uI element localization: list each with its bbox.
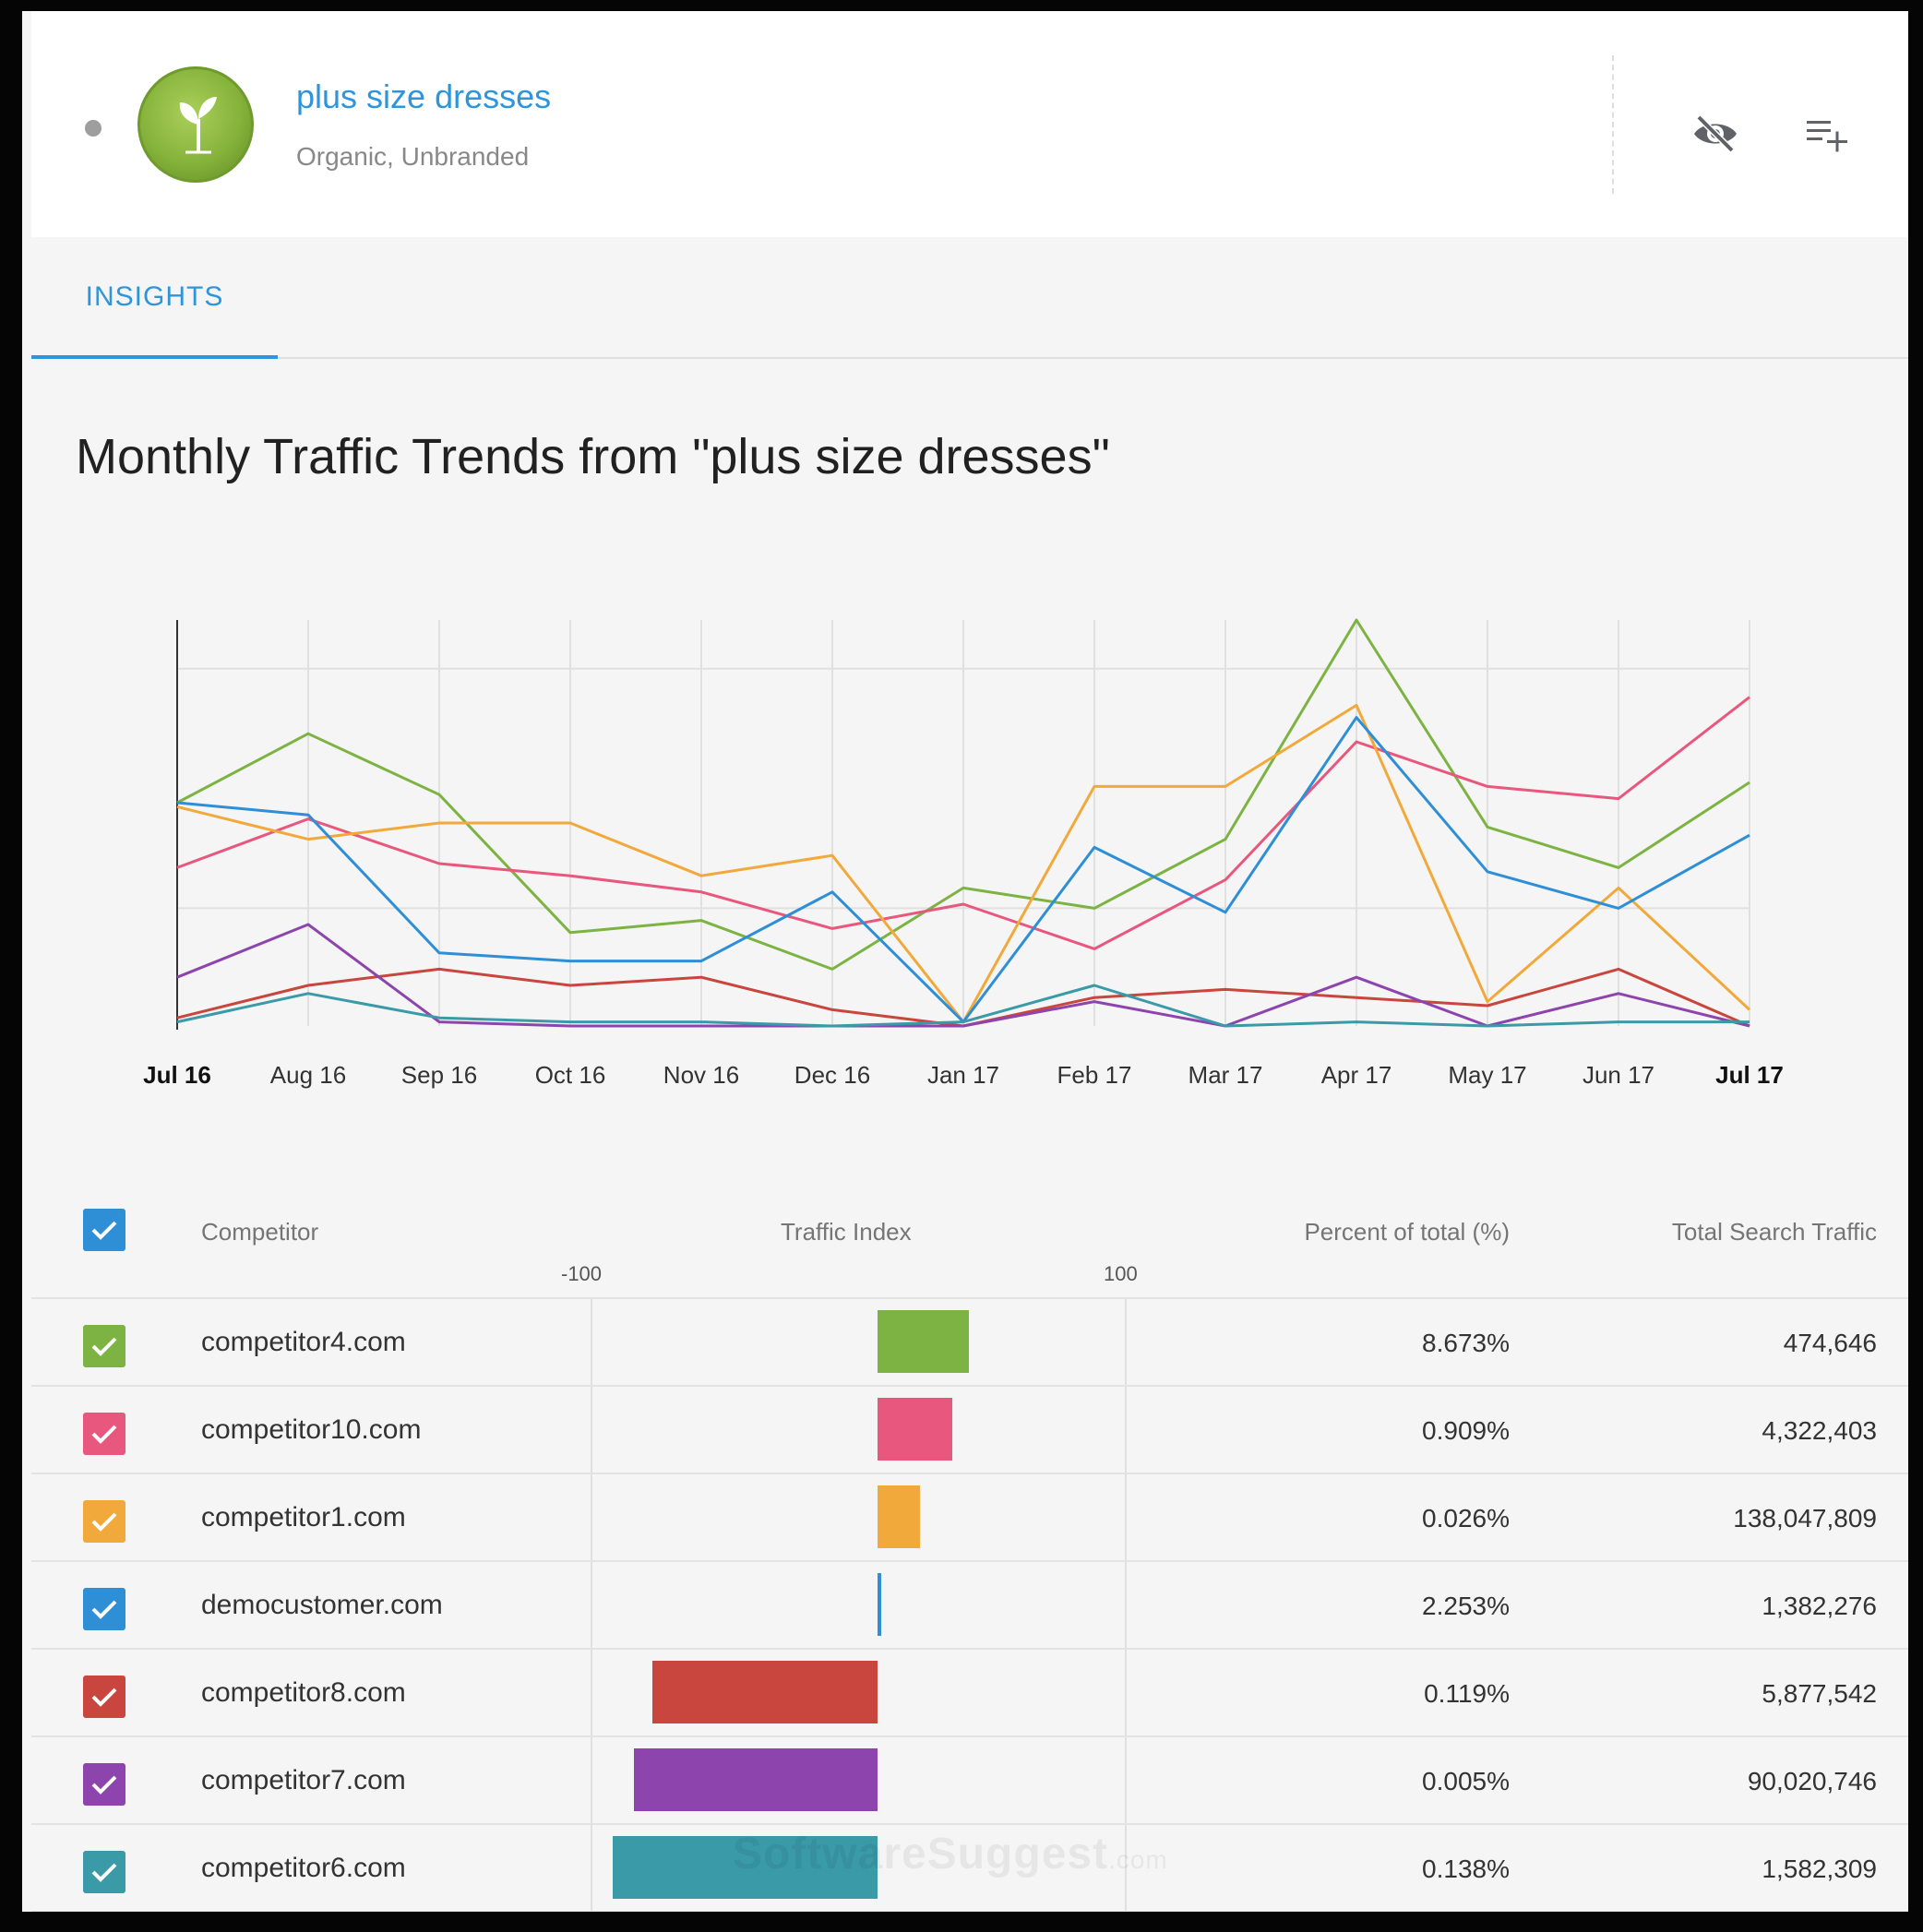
x-tick-label: Jul 17 [1715, 1061, 1784, 1089]
hide-keyword-button[interactable] [1683, 101, 1748, 166]
add-to-list-button[interactable] [1796, 101, 1860, 166]
check-icon [91, 1425, 117, 1444]
row-checkbox[interactable] [83, 1588, 125, 1630]
x-tick-label: Feb 17 [1057, 1061, 1132, 1089]
keyword-title[interactable]: plus size dresses [296, 78, 552, 115]
check-icon [91, 1688, 117, 1707]
x-tick-label: Apr 17 [1321, 1061, 1392, 1089]
series-line-7 [176, 984, 1750, 1028]
column-header-total[interactable]: Total Search Traffic [1671, 1218, 1877, 1246]
series-line-2 [176, 696, 1750, 950]
table-header: Competitor Traffic Index Percent of tota… [31, 1183, 1908, 1299]
traffic-index-max-label: 100 [1104, 1262, 1138, 1285]
competitor-name[interactable]: competitor4.com [201, 1327, 406, 1357]
total-search-traffic: 5,877,542 [1762, 1679, 1877, 1708]
x-tick-label: Sep 16 [401, 1061, 477, 1089]
total-search-traffic: 4,322,403 [1762, 1416, 1877, 1445]
traffic-index-max-line [1125, 1299, 1127, 1912]
row-checkbox[interactable] [83, 1851, 125, 1893]
row-checkbox[interactable] [83, 1500, 125, 1543]
traffic-index-bar [652, 1661, 878, 1723]
active-tab-indicator [31, 355, 278, 359]
header-divider [1612, 55, 1614, 194]
table-row[interactable]: competitor8.com 0.119% 5,877,542 [31, 1650, 1908, 1737]
competitor-name[interactable]: democustomer.com [201, 1590, 443, 1620]
x-tick-label: Nov 16 [663, 1061, 739, 1089]
check-icon [91, 1512, 117, 1532]
tab-insights[interactable]: INSIGHTS [85, 281, 224, 312]
percent-of-total: 8.673% [1422, 1329, 1510, 1357]
x-tick-label: Jan 17 [927, 1061, 999, 1089]
watermark-suffix: .com [1108, 1845, 1168, 1874]
keyword-subtitle: Organic, Unbranded [296, 142, 530, 171]
traffic-index-bar [612, 1836, 878, 1899]
percent-of-total: 0.138% [1422, 1854, 1510, 1883]
traffic-line-chart: Jul 16 Aug 16 Sep 16 Oct 16 Nov 16 Dec 16 Jan … [143, 618, 1784, 1089]
total-search-traffic: 474,646 [1783, 1329, 1877, 1357]
table-row[interactable]: competitor10.com 0.909% 4,322,403 [31, 1387, 1908, 1474]
watermark: SoftwareSuggest.com [733, 1829, 1168, 1879]
keyword-insights-panel: plus size dresses Organic, Unbranded IN [22, 11, 1908, 1912]
x-tick-label: Jun 17 [1583, 1061, 1654, 1089]
visibility-off-icon [1694, 114, 1737, 153]
traffic-index-bar [878, 1573, 881, 1636]
check-icon [91, 1600, 117, 1619]
check-icon [91, 1221, 117, 1240]
table-row[interactable]: democustomer.com 2.253% 1,382,276 [31, 1562, 1908, 1650]
column-header-traffic-index[interactable]: Traffic Index [781, 1218, 912, 1246]
x-tick-label: Mar 17 [1188, 1061, 1263, 1089]
x-tick-label: Jul 16 [143, 1061, 211, 1089]
check-icon [91, 1863, 117, 1882]
percent-of-total: 0.909% [1422, 1416, 1510, 1445]
keyword-header: plus size dresses Organic, Unbranded [31, 11, 1908, 237]
table-body: competitor4.com 8.673% 474,646 competitor10… [31, 1299, 1908, 1912]
traffic-index-bar [878, 1310, 969, 1373]
status-dot [85, 120, 102, 137]
check-icon [91, 1775, 117, 1795]
tab-bar: INSIGHTS [31, 237, 1908, 359]
x-tick-label: Dec 16 [794, 1061, 870, 1089]
traffic-index-bar [878, 1485, 921, 1548]
row-checkbox[interactable] [83, 1676, 125, 1718]
select-all-checkbox[interactable] [83, 1209, 125, 1251]
table-row[interactable]: competitor7.com 0.005% 90,020,746 [31, 1737, 1908, 1825]
watermark-brand: SoftwareSuggest [733, 1830, 1109, 1878]
x-tick-label: Oct 16 [535, 1061, 606, 1089]
row-checkbox[interactable] [83, 1763, 125, 1806]
competitor-name[interactable]: competitor1.com [201, 1502, 406, 1532]
traffic-index-min-line [591, 1299, 592, 1912]
competitor-name[interactable]: competitor10.com [201, 1414, 422, 1445]
percent-of-total: 2.253% [1422, 1592, 1510, 1620]
traffic-index-bar [634, 1748, 878, 1811]
series-line-1 [176, 618, 1750, 971]
check-icon [91, 1337, 117, 1356]
total-search-traffic: 1,582,309 [1762, 1854, 1877, 1883]
x-tick-label: May 17 [1448, 1061, 1526, 1089]
row-checkbox[interactable] [83, 1413, 125, 1455]
table-row[interactable]: competitor6.com 0.138% 1,582,309 [31, 1825, 1908, 1912]
table-row[interactable]: competitor4.com 8.673% 474,646 [31, 1299, 1908, 1387]
competitor-name[interactable]: competitor7.com [201, 1765, 406, 1795]
chart-title: Monthly Traffic Trends from "plus size d… [76, 429, 1110, 484]
competitor-name[interactable]: competitor6.com [201, 1853, 406, 1883]
percent-of-total: 0.005% [1422, 1767, 1510, 1795]
column-header-competitor[interactable]: Competitor [201, 1218, 319, 1246]
percent-of-total: 0.026% [1422, 1504, 1510, 1532]
traffic-index-min-label: -100 [561, 1262, 603, 1285]
total-search-traffic: 138,047,809 [1733, 1504, 1877, 1532]
row-checkbox[interactable] [83, 1325, 125, 1367]
sprout-logo-icon [137, 66, 254, 183]
total-search-traffic: 90,020,746 [1747, 1767, 1877, 1795]
competitor-name[interactable]: competitor8.com [201, 1677, 406, 1708]
table-row[interactable]: competitor1.com 0.026% 138,047,809 [31, 1474, 1908, 1562]
total-search-traffic: 1,382,276 [1762, 1592, 1877, 1620]
playlist-add-icon [1807, 121, 1847, 152]
x-tick-label: Aug 16 [270, 1061, 346, 1089]
column-header-percent[interactable]: Percent of total (%) [1304, 1218, 1510, 1246]
traffic-index-bar [878, 1398, 953, 1461]
competitor-table: Competitor Traffic Index Percent of tota… [31, 1183, 1908, 1912]
percent-of-total: 0.119% [1424, 1679, 1510, 1708]
